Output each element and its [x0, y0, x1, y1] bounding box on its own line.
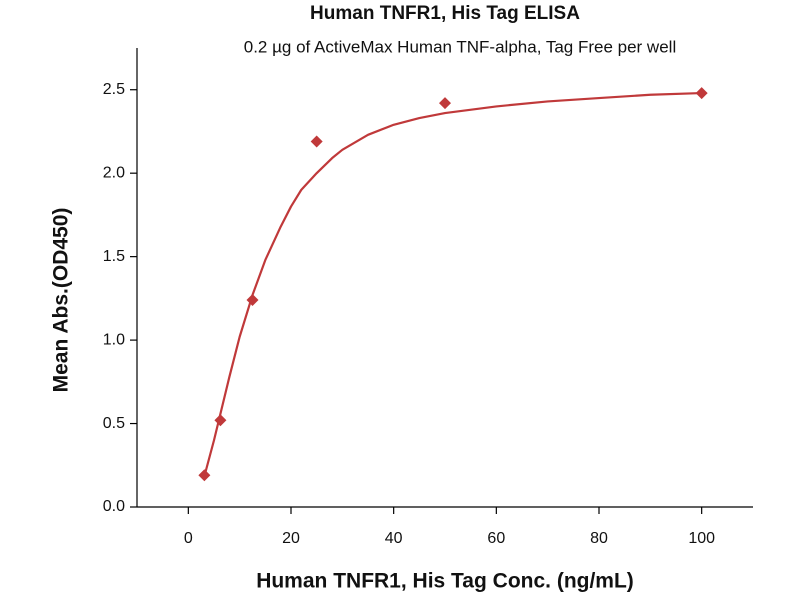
data-point — [695, 87, 708, 100]
y-tick-label: 2.0 — [103, 164, 125, 181]
x-tick-label: 0 — [184, 530, 193, 547]
y-tick-label: 0.5 — [103, 415, 125, 432]
data-point — [310, 135, 323, 148]
y-tick-label: 1.5 — [103, 248, 125, 265]
data-point — [439, 97, 451, 110]
data-point — [246, 294, 259, 307]
y-tick-label: 2.5 — [103, 81, 125, 98]
x-tick-label: 40 — [385, 530, 403, 547]
data-point — [198, 469, 211, 482]
y-tick-label: 1.0 — [103, 331, 125, 348]
y-axis-title: Mean Abs.(OD450) — [50, 208, 73, 393]
data-point — [214, 414, 227, 427]
x-tick-label: 100 — [688, 530, 715, 547]
x-tick-label: 20 — [282, 530, 300, 547]
x-axis-title: Human TNFR1, His Tag Conc. (ng/mL) — [256, 570, 634, 593]
chart-subtitle: 0.2 µg of ActiveMax Human TNF-alpha, Tag… — [244, 37, 676, 56]
fit-curve — [202, 91, 702, 479]
y-tick-label: 0.0 — [103, 498, 125, 515]
x-tick-label: 80 — [590, 530, 608, 547]
x-tick-label: 60 — [487, 530, 505, 547]
chart-title: Human TNFR1, His Tag ELISA — [310, 3, 580, 24]
